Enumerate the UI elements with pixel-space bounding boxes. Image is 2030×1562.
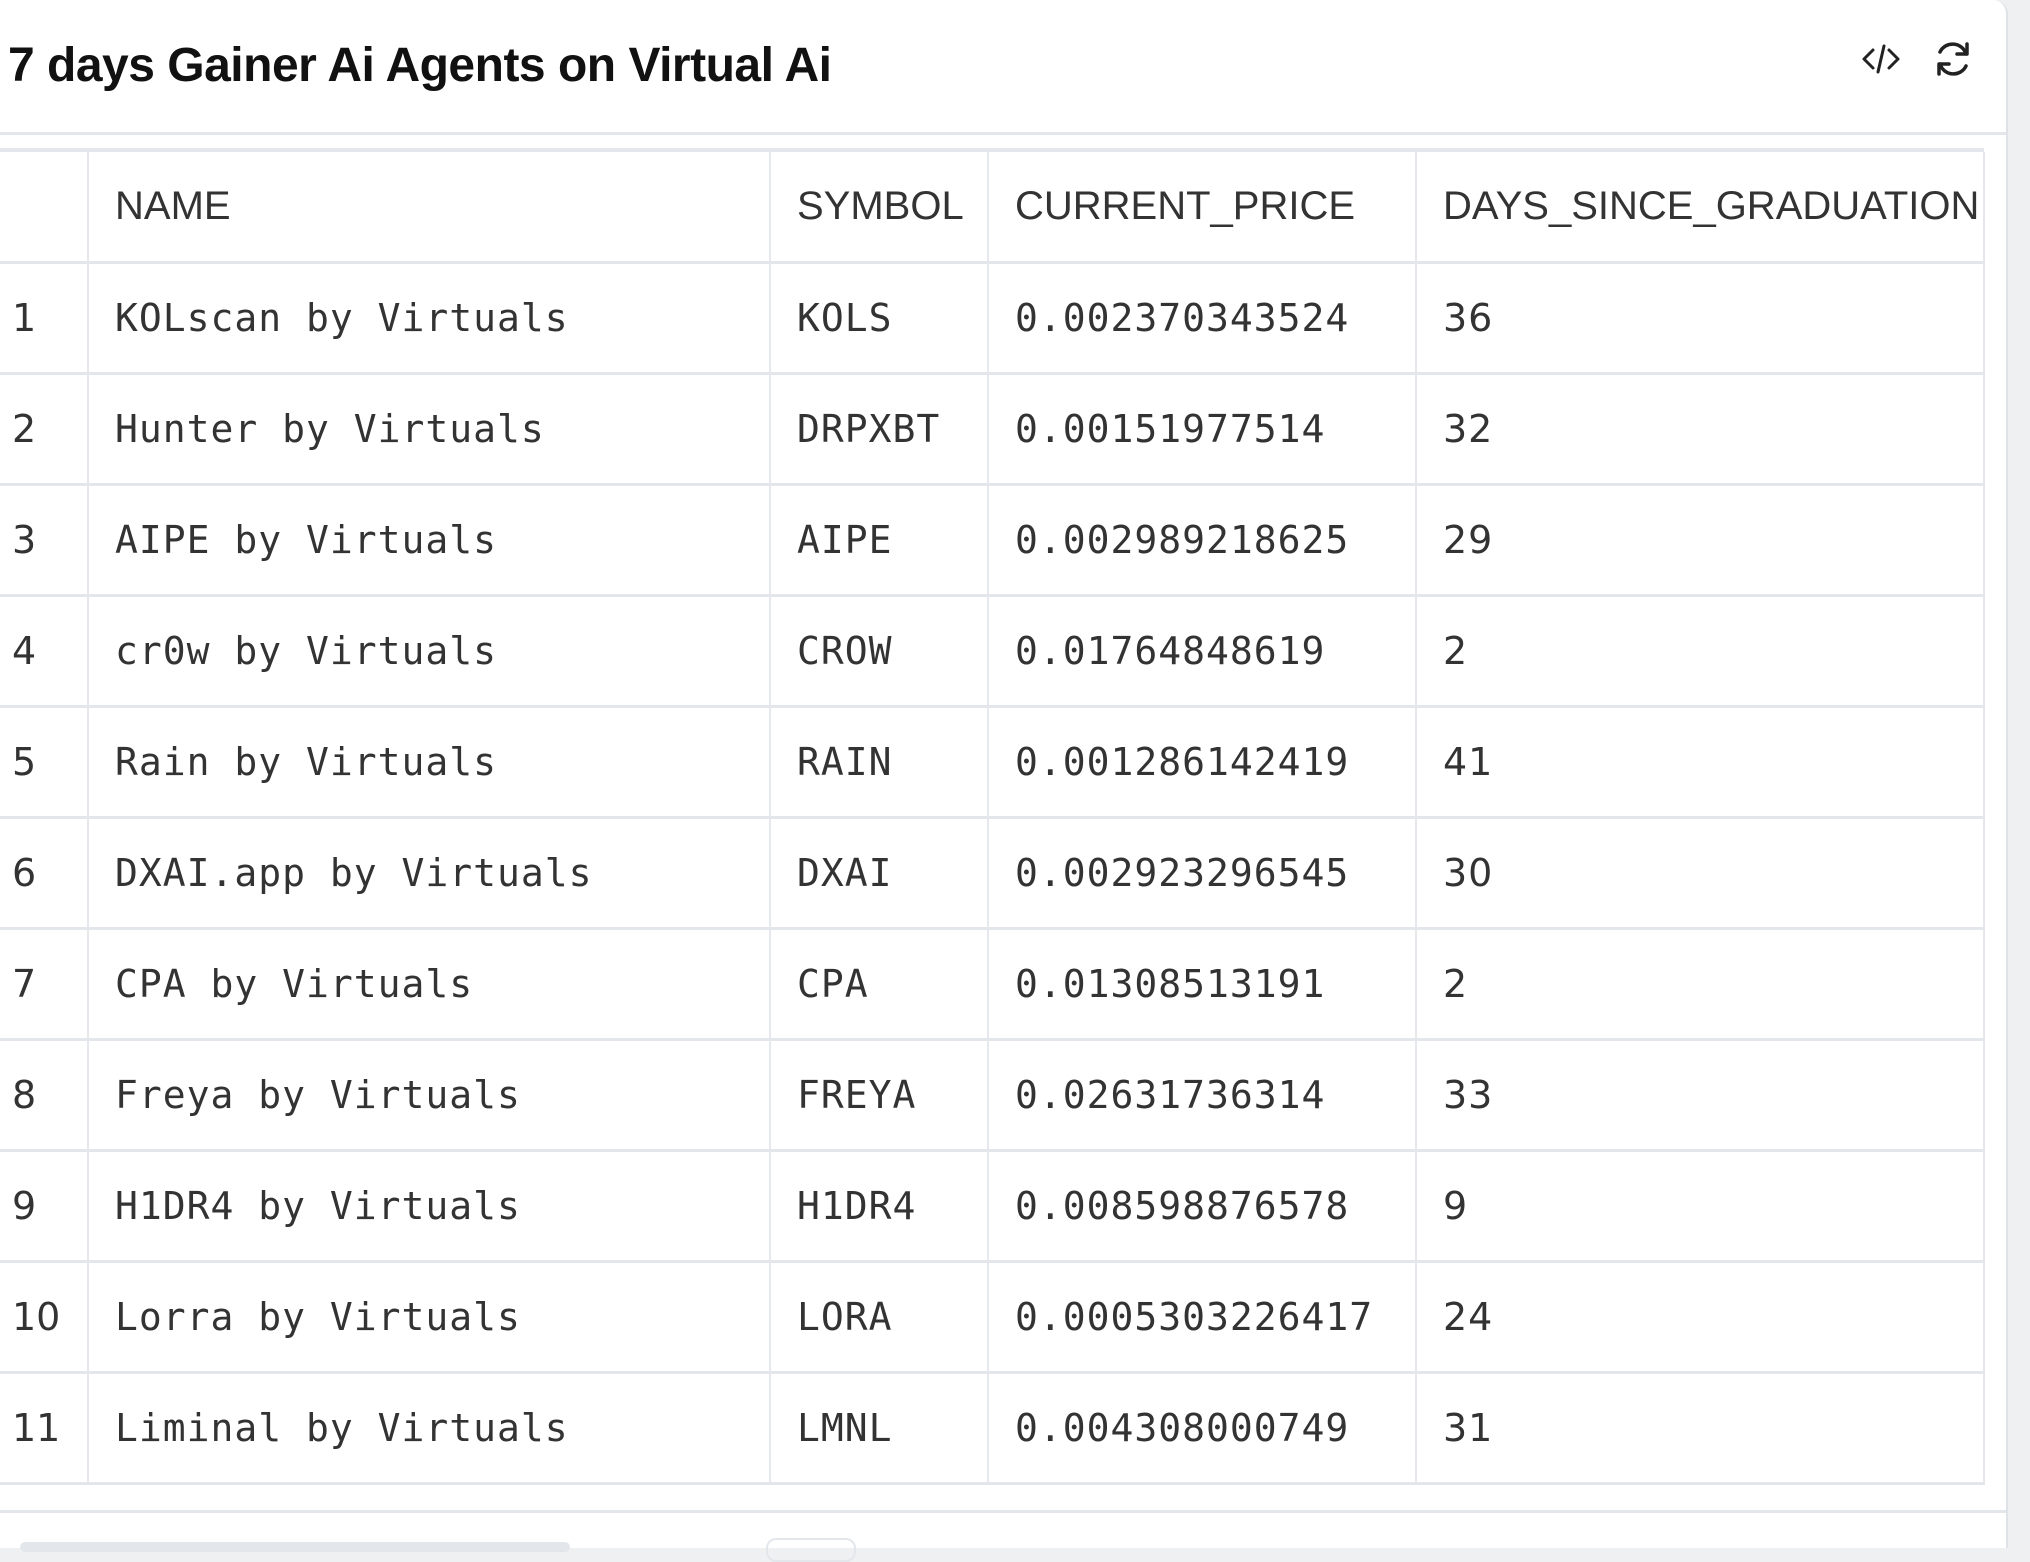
cell-days-since-graduation: 32 (1416, 373, 1985, 486)
cell-symbol: LMNL (770, 1372, 989, 1485)
cell-symbol: KOLS (770, 262, 989, 375)
cell-symbol: FREYA (770, 1039, 989, 1152)
column-header-index[interactable] (0, 152, 89, 264)
cell-index: 4 (0, 595, 89, 708)
cell-symbol: DRPXBT (770, 373, 989, 486)
cell-symbol: RAIN (770, 706, 989, 819)
cell-name: cr0w by Virtuals (88, 595, 771, 708)
cell-days-since-graduation: 31 (1416, 1372, 1985, 1485)
cell-name: H1DR4 by Virtuals (88, 1150, 771, 1263)
cell-current-price: 0.01308513191 (988, 928, 1417, 1041)
cell-index: 5 (0, 706, 89, 819)
data-table: NAME SYMBOL CURRENT_PRICE DAYS_SINCE_GRADUA… (0, 152, 1985, 1485)
cell-index: 10 (0, 1261, 89, 1374)
cell-symbol: CROW (770, 595, 989, 708)
table-row[interactable]: 11 Liminal by Virtuals LMNL 0.004308000749 3… (0, 1372, 1985, 1485)
cell-name: Freya by Virtuals (88, 1039, 771, 1152)
cell-index: 8 (0, 1039, 89, 1152)
cell-symbol: AIPE (770, 484, 989, 597)
table-row[interactable]: 2 Hunter by Virtuals DRPXBT 0.00151977514 32 (0, 373, 1985, 486)
cell-days-since-graduation: 2 (1416, 928, 1985, 1041)
cell-current-price: 0.0005303226417 (988, 1261, 1417, 1374)
table-row[interactable]: 6 DXAI.app by Virtuals DXAI 0.002923296545 3… (0, 817, 1985, 930)
cell-index: 3 (0, 484, 89, 597)
cell-days-since-graduation: 41 (1416, 706, 1985, 819)
cell-index: 6 (0, 817, 89, 930)
widget-header: 7 days Gainer Ai Agents on Virtual Ai (0, 0, 2006, 135)
widget-title: 7 days Gainer Ai Agents on Virtual Ai (8, 39, 832, 92)
cell-symbol: CPA (770, 928, 989, 1041)
cell-name: Liminal by Virtuals (88, 1372, 771, 1485)
data-table-container: NAME SYMBOL CURRENT_PRICE DAYS_SINCE_GRADUA… (0, 148, 1985, 1485)
table-row[interactable]: 4 cr0w by Virtuals CROW 0.01764848619 2 (0, 595, 1985, 708)
cell-current-price: 0.001286142419 (988, 706, 1417, 819)
table-row[interactable]: 10 Lorra by Virtuals LORA 0.0005303226417 24 (0, 1261, 1985, 1374)
refresh-icon[interactable] (1930, 36, 1976, 82)
cell-current-price: 0.00151977514 (988, 373, 1417, 486)
cell-days-since-graduation: 2 (1416, 595, 1985, 708)
table-header-row: NAME SYMBOL CURRENT_PRICE DAYS_SINCE_GRADUA… (0, 152, 1985, 264)
cell-index: 1 (0, 262, 89, 375)
code-icon[interactable] (1858, 36, 1904, 82)
table-row[interactable]: 3 AIPE by Virtuals AIPE 0.002989218625 29 (0, 484, 1985, 597)
cell-days-since-graduation: 36 (1416, 262, 1985, 375)
cell-days-since-graduation: 9 (1416, 1150, 1985, 1263)
cell-symbol: LORA (770, 1261, 989, 1374)
cell-index: 11 (0, 1372, 89, 1485)
table-row[interactable]: 9 H1DR4 by Virtuals H1DR4 0.008598876578 9 (0, 1150, 1985, 1263)
cell-name: Rain by Virtuals (88, 706, 771, 819)
table-row[interactable]: 8 Freya by Virtuals FREYA 0.02631736314 33 (0, 1039, 1985, 1152)
cell-current-price: 0.002989218625 (988, 484, 1417, 597)
table-row[interactable]: 1 KOLscan by Virtuals KOLS 0.002370343524 36 (0, 262, 1985, 375)
pagination-control[interactable] (766, 1538, 856, 1562)
cell-days-since-graduation: 33 (1416, 1039, 1985, 1152)
cell-name: DXAI.app by Virtuals (88, 817, 771, 930)
horizontal-scrollbar[interactable] (20, 1542, 570, 1552)
footer-divider (0, 1510, 2006, 1513)
cell-index: 7 (0, 928, 89, 1041)
cell-current-price: 0.02631736314 (988, 1039, 1417, 1152)
cell-days-since-graduation: 30 (1416, 817, 1985, 930)
cell-name: KOLscan by Virtuals (88, 262, 771, 375)
cell-symbol: H1DR4 (770, 1150, 989, 1263)
cell-days-since-graduation: 29 (1416, 484, 1985, 597)
cell-name: AIPE by Virtuals (88, 484, 771, 597)
cell-index: 2 (0, 373, 89, 486)
cell-index: 9 (0, 1150, 89, 1263)
column-header-symbol[interactable]: SYMBOL (770, 152, 989, 264)
cell-current-price: 0.002370343524 (988, 262, 1417, 375)
cell-current-price: 0.01764848619 (988, 595, 1417, 708)
table-row[interactable]: 5 Rain by Virtuals RAIN 0.001286142419 41 (0, 706, 1985, 819)
column-header-name[interactable]: NAME (88, 152, 771, 264)
cell-current-price: 0.002923296545 (988, 817, 1417, 930)
cell-name: CPA by Virtuals (88, 928, 771, 1041)
cell-current-price: 0.008598876578 (988, 1150, 1417, 1263)
cell-symbol: DXAI (770, 817, 989, 930)
column-header-current-price[interactable]: CURRENT_PRICE (988, 152, 1417, 264)
column-header-days-since-graduation[interactable]: DAYS_SINCE_GRADUATION (1416, 152, 1985, 264)
cell-days-since-graduation: 24 (1416, 1261, 1985, 1374)
cell-name: Lorra by Virtuals (88, 1261, 771, 1374)
table-row[interactable]: 7 CPA by Virtuals CPA 0.01308513191 2 (0, 928, 1985, 1041)
cell-current-price: 0.004308000749 (988, 1372, 1417, 1485)
cell-name: Hunter by Virtuals (88, 373, 771, 486)
